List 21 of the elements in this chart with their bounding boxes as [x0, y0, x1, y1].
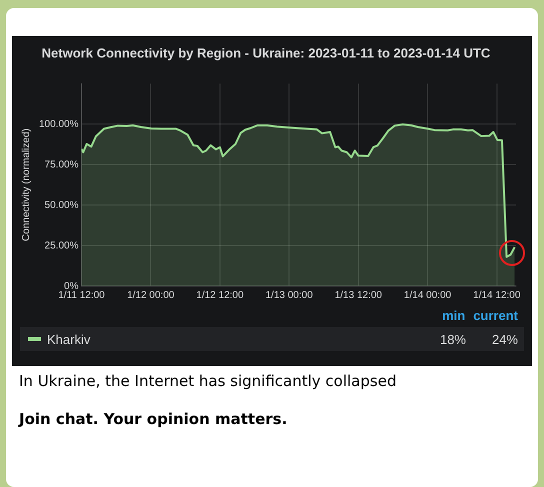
text: Join chat. Your opinion matters. — [19, 410, 288, 428]
y-tick-label: 0% — [64, 280, 79, 292]
text: current — [473, 308, 518, 323]
text: 24% — [490, 332, 519, 346]
y-tick-label: 75.00% — [44, 159, 79, 170]
y-axis-title: Connectivity (normalized) — [20, 128, 32, 242]
text: In Ukraine, the Internet has significantly collapsed — [19, 372, 396, 390]
x-tick-label: 1/14 12:00 — [473, 290, 521, 301]
text: 18% — [438, 332, 466, 346]
chart-title: Network Connectivity by Region - Ukraine: 2023-01-11 to 2023-01-14 UTC — [42, 45, 491, 60]
x-tick-label: 1/13 00:00 — [265, 290, 314, 301]
y-tick-label: 50.00% — [44, 200, 79, 211]
y-tick-label: 25.00% — [44, 240, 79, 252]
text: min — [442, 308, 466, 323]
x-tick-label: 1/14 00:00 — [404, 290, 452, 301]
x-tick-label: 1/12 12:00 — [196, 290, 244, 301]
x-tick-label: 1/11 12:00 — [58, 290, 106, 301]
x-tick-label: 1/12 00:00 — [127, 290, 175, 301]
legend-label: Kharkiv — [47, 332, 90, 346]
y-tick-label: 100.00% — [38, 118, 79, 130]
x-tick-label: 1/13 12:00 — [334, 290, 382, 301]
